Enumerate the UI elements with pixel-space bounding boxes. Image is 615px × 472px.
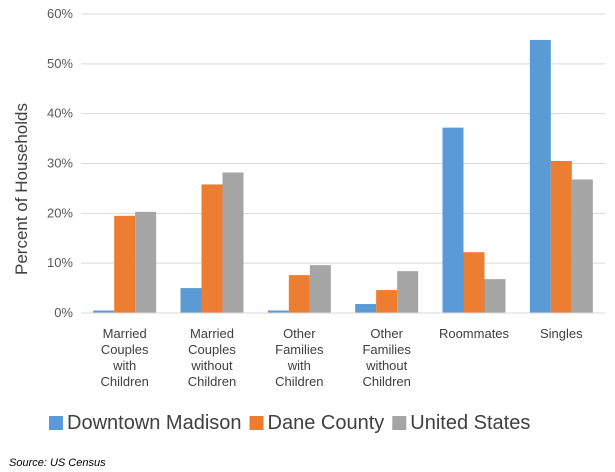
bar-dane-county: [201, 184, 223, 313]
y-axis-ticks: 0% 10% 20% 30% 40% 50% 60%: [47, 6, 73, 320]
bar-dane-county: [463, 252, 485, 313]
category-label-line: without: [190, 358, 233, 373]
category-label-line: Couples: [188, 342, 236, 357]
category-label-line: Married: [103, 326, 147, 341]
legend-swatch: [249, 416, 264, 430]
y-tick-label: 20%: [47, 205, 73, 220]
y-tick-label: 60%: [47, 6, 73, 21]
category-label-line: Other: [283, 326, 316, 341]
legend-swatch: [392, 416, 407, 430]
gridlines: [81, 13, 605, 264]
bar-united-states: [222, 172, 244, 313]
bar-united-states: [484, 279, 506, 313]
bar-downtown-madison: [442, 127, 464, 314]
category-label: Roommates: [439, 326, 510, 341]
bar-united-states: [135, 211, 157, 313]
y-tick-label: 50%: [47, 56, 73, 71]
category-label-line: Couples: [101, 342, 149, 357]
category-label-line: Families: [275, 342, 324, 357]
bar-downtown-madison: [529, 39, 551, 314]
bar-downtown-madison: [180, 288, 202, 313]
category-label: Other Families without Children: [362, 326, 411, 389]
y-tick-label: 30%: [47, 156, 73, 171]
y-tick-label: 10%: [47, 255, 73, 270]
category-label-line: Children: [100, 374, 148, 389]
bar-dane-county: [376, 290, 398, 313]
bar-downtown-madison: [267, 310, 289, 313]
bar-downtown-madison: [355, 304, 377, 313]
bar-united-states: [309, 265, 331, 313]
bars: [93, 39, 593, 314]
legend-label: Dane County: [268, 412, 385, 434]
category-label-line: Other: [370, 326, 403, 341]
y-axis-title: Percent of Households: [12, 103, 31, 275]
source-note: Source: US Census: [9, 457, 106, 469]
bar-united-states: [397, 271, 419, 313]
category-label-line: Children: [275, 374, 323, 389]
bar-dane-county: [550, 161, 572, 313]
bar-dane-county: [288, 275, 310, 313]
y-tick-label: 0%: [54, 305, 73, 320]
category-label: Married Couples without Children: [188, 326, 237, 389]
category-label-line: Children: [362, 374, 410, 389]
category-label-line: with: [287, 358, 311, 373]
y-tick-label: 40%: [47, 106, 73, 121]
category-label-line: Children: [188, 374, 236, 389]
legend-label: United States: [410, 412, 530, 434]
category-label-line: without: [365, 358, 408, 373]
legend-label: Downtown Madison: [67, 412, 242, 434]
category-label-line: with: [112, 358, 136, 373]
category-label: Married Couples with Children: [100, 326, 149, 389]
category-label: Other Families with Children: [275, 326, 324, 389]
category-label: Singles: [540, 326, 583, 341]
legend: Downtown Madison Dane County United States: [49, 412, 530, 434]
bar-united-states: [571, 179, 593, 313]
category-label-line: Families: [362, 342, 411, 357]
bar-downtown-madison: [93, 310, 115, 313]
bar-dane-county: [114, 215, 136, 313]
category-label-line: Singles: [540, 326, 583, 341]
category-label-line: Roommates: [439, 326, 510, 341]
legend-swatch: [49, 416, 63, 430]
category-label-line: Married: [190, 326, 234, 341]
